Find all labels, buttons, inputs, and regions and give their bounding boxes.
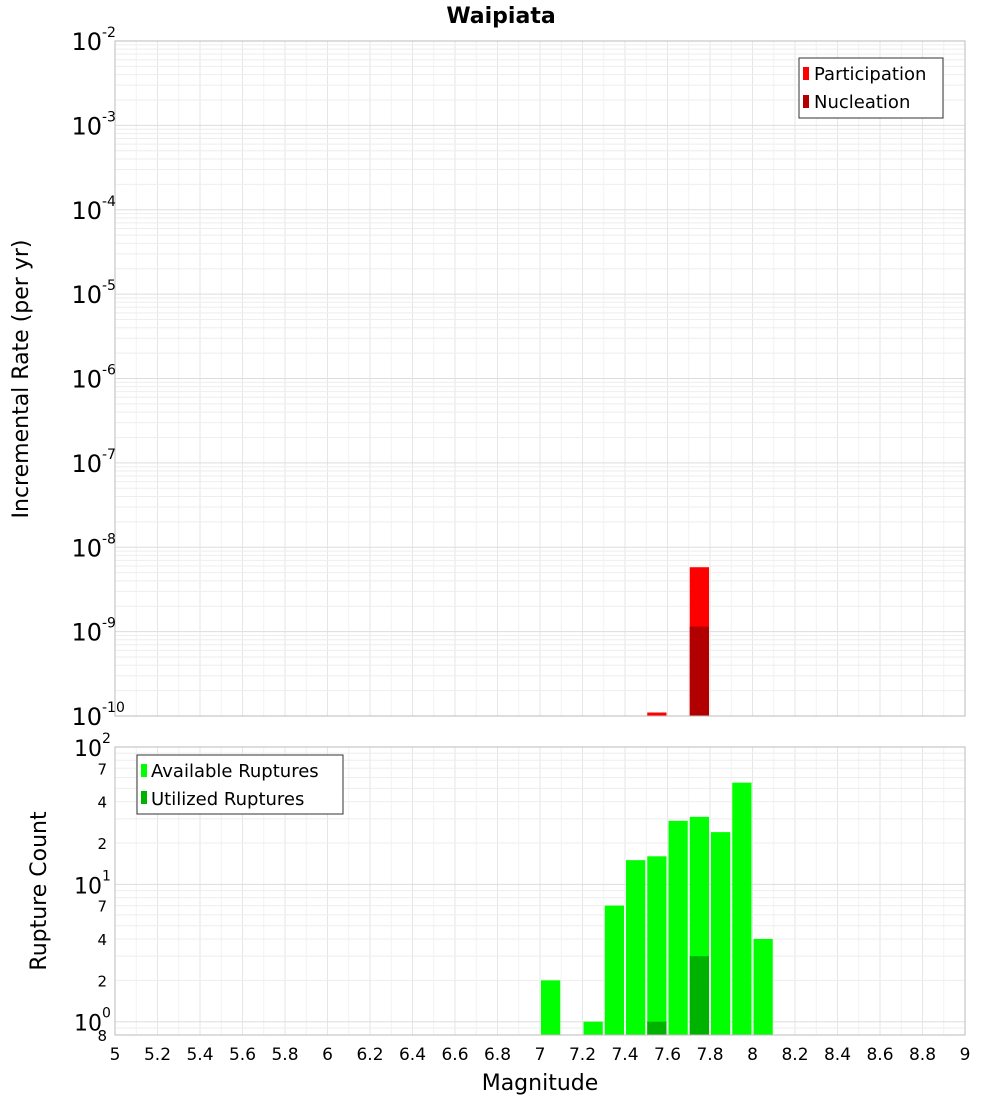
available-ruptures-legend-swatch [141, 764, 147, 777]
nucleation-legend-swatch [803, 95, 809, 108]
top-y-decade-exponent: -6 [102, 363, 116, 379]
top-y-decade-exponent: -10 [102, 700, 125, 716]
x-tick-label: 5.2 [144, 1045, 171, 1065]
top-y-decade-exponent: -4 [102, 194, 116, 210]
participation-legend-swatch [803, 67, 809, 80]
bottom-available-ruptures-bar [711, 832, 731, 1035]
x-tick-label: 7.4 [611, 1045, 638, 1065]
top-y-decade-exponent: -3 [102, 109, 116, 125]
bottom-available-ruptures-bar [541, 980, 561, 1035]
top-participation-bar [647, 712, 667, 716]
x-tick-label: 5.8 [271, 1045, 298, 1065]
x-tick-label: 6.4 [399, 1045, 426, 1065]
top-y-axis-label: Incremental Rate (per yr) [9, 240, 34, 519]
top-y-decade-base: 10 [71, 450, 102, 478]
x-tick-label: 8.2 [781, 1045, 808, 1065]
bottom-y-decade-exponent: 0 [102, 1006, 111, 1022]
bottom-y-minor-tick-label: 8 [97, 1027, 107, 1045]
top-y-decade-base: 10 [71, 534, 102, 562]
top-y-decade-exponent: -8 [102, 531, 116, 547]
participation-legend-label: Participation [814, 64, 926, 85]
bottom-y-minor-tick-label: 2 [97, 972, 107, 990]
bottom-available-ruptures-bar [583, 1021, 603, 1035]
bottom-y-decade-base: 10 [74, 737, 102, 762]
x-tick-label: 5.4 [186, 1045, 213, 1065]
bottom-y-minor-tick-label: 7 [97, 898, 107, 916]
x-tick-label: 9 [960, 1045, 971, 1065]
x-tick-label: 6 [322, 1045, 333, 1065]
top-y-decade-exponent: -7 [102, 447, 116, 463]
chart-title: Waipiata [446, 4, 555, 29]
top-nucleation-bar [689, 626, 709, 716]
x-axis-label: Magnitude [482, 1071, 599, 1096]
x-tick-label: 7 [535, 1045, 546, 1065]
bottom-available-ruptures-bar [753, 939, 773, 1035]
x-tick-label: 8.6 [866, 1045, 893, 1065]
bottom-legend: Available Ruptures Utilized Ruptures [136, 754, 344, 815]
x-tick-label: 7.2 [569, 1045, 596, 1065]
x-tick-label: 8 [747, 1045, 758, 1065]
top-y-decade-base: 10 [71, 281, 102, 309]
bottom-y-minor-tick-label: 7 [97, 760, 107, 778]
top-grid [114, 40, 966, 717]
top-legend: Participation Nucleation [798, 57, 944, 119]
bottom-y-decade-exponent: 2 [102, 731, 111, 747]
top-y-decade-base: 10 [71, 703, 102, 731]
top-legend-box [798, 57, 944, 119]
x-tick-label: 6.6 [441, 1045, 468, 1065]
top-bars [647, 567, 709, 716]
bottom-utilized-ruptures-bar [689, 956, 709, 1035]
bottom-available-ruptures-bar [668, 820, 688, 1035]
top-y-decade-exponent: -2 [102, 25, 116, 41]
bottom-utilized-ruptures-bar [647, 1021, 667, 1035]
bottom-available-ruptures-bar [626, 860, 646, 1035]
x-tick-label: 6.8 [484, 1045, 511, 1065]
top-y-decade-exponent: -9 [102, 616, 116, 632]
bottom-y-minor-tick-label: 2 [97, 835, 107, 853]
bottom-y-decade-exponent: 1 [102, 868, 111, 884]
x-tick-label: 6.2 [356, 1045, 383, 1065]
bottom-y-minor-tick-label: 4 [97, 931, 107, 949]
x-tick-label: 8.4 [824, 1045, 851, 1065]
bottom-available-ruptures-bar [732, 782, 752, 1035]
x-tick-label: 8.8 [909, 1045, 936, 1065]
utilized-ruptures-legend-swatch [141, 791, 147, 804]
x-tick-label: 7.8 [696, 1045, 723, 1065]
x-tick-label: 5.6 [229, 1045, 256, 1065]
top-y-decade-base: 10 [71, 28, 102, 56]
top-y-decade-exponent: -5 [102, 278, 116, 294]
bottom-available-ruptures-bar [604, 905, 624, 1035]
top-y-decade-base: 10 [71, 197, 102, 225]
utilized-ruptures-legend-label: Utilized Ruptures [151, 789, 304, 810]
bottom-y-axis-label: Rupture Count [27, 811, 52, 971]
top-y-decade-base: 10 [71, 112, 102, 140]
top-plot-border [114, 40, 966, 717]
bottom-plot-border [114, 746, 966, 1036]
bottom-y-decade-base: 10 [74, 1012, 102, 1037]
available-ruptures-legend-label: Available Ruptures [151, 761, 319, 782]
x-tick-label: 7.6 [654, 1045, 681, 1065]
bottom-legend-box [136, 754, 344, 815]
bottom-available-ruptures-bar [647, 856, 667, 1035]
top-y-decade-base: 10 [71, 366, 102, 394]
top-y-decade-base: 10 [71, 619, 102, 647]
bottom-y-decade-base: 10 [74, 874, 102, 899]
x-tick-labels: 5 5.2 5.4 5.6 5.8 6 6.2 6.4 6.6 6.8 7 7.2 7.4 7.6 7.8 8… [110, 1045, 971, 1065]
bottom-y-minor-tick-label: 4 [97, 794, 107, 812]
bottom-bars [541, 782, 773, 1035]
x-tick-label: 5 [110, 1045, 121, 1065]
nucleation-legend-label: Nucleation [814, 92, 910, 113]
